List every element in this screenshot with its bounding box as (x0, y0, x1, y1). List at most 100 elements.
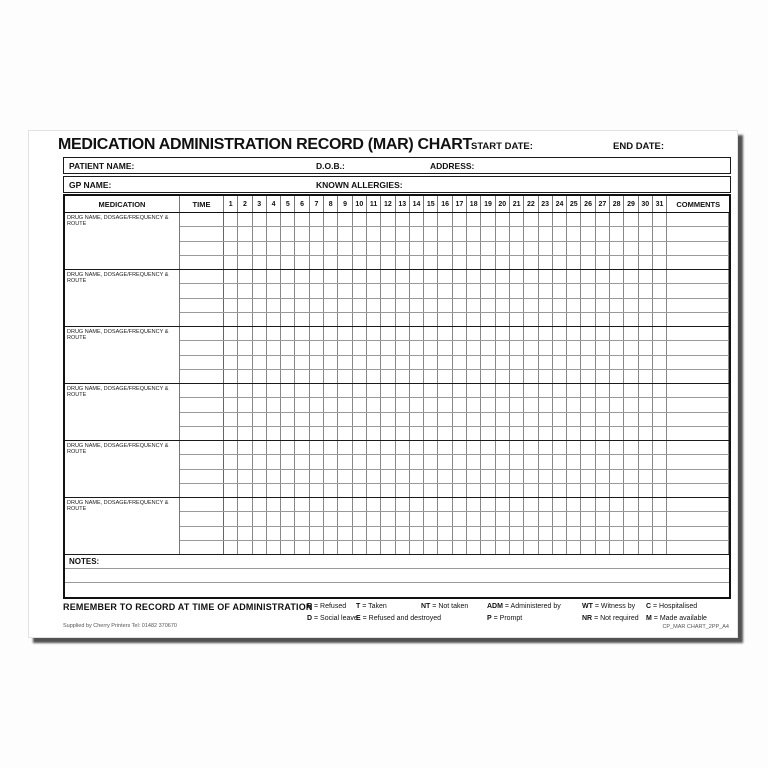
day-cell (367, 312, 382, 326)
day-cell (438, 441, 453, 455)
day-cell (381, 255, 396, 269)
day-cell (567, 298, 582, 312)
day-cell (324, 498, 339, 512)
day-cell (496, 498, 510, 512)
day-cell (410, 469, 425, 483)
day-cell (539, 540, 553, 554)
administration-row (180, 455, 730, 470)
day-cell (610, 284, 625, 298)
day-cell (467, 255, 482, 269)
day-cell (639, 498, 653, 512)
day-cell (596, 540, 611, 554)
day-cell (610, 312, 625, 326)
day-cell (510, 227, 525, 241)
day-cell (453, 412, 468, 426)
day-cell (238, 540, 253, 554)
day-cell (367, 398, 382, 412)
day-column-header: 5 (281, 196, 296, 212)
day-cell (567, 312, 582, 326)
day-cell (467, 327, 482, 341)
day-cell (438, 455, 453, 469)
day-cell (553, 241, 568, 255)
day-cell (596, 426, 611, 440)
day-cell (596, 526, 611, 540)
day-cell (238, 469, 253, 483)
day-cell (481, 498, 496, 512)
day-cell (539, 298, 553, 312)
day-cell (253, 540, 267, 554)
medication-name-cell: DRUG NAME, DOSAGE/FREQUENCY & ROUTE (65, 498, 180, 554)
day-cell (639, 327, 653, 341)
comments-cell (667, 455, 730, 469)
day-cell (253, 270, 267, 284)
day-cell (481, 426, 496, 440)
day-cell (310, 426, 325, 440)
day-cell (581, 455, 596, 469)
day-cell (281, 426, 296, 440)
day-cell (224, 213, 239, 227)
day-cell (253, 327, 267, 341)
administration-row (180, 483, 730, 497)
time-cell (180, 540, 224, 554)
day-cell (424, 441, 439, 455)
day-cell (510, 369, 525, 383)
day-cell (238, 298, 253, 312)
day-cell (624, 540, 639, 554)
day-cell (467, 469, 482, 483)
administration-row (180, 426, 730, 440)
day-column-header: 16 (438, 196, 453, 212)
day-cell (624, 341, 639, 355)
comments-cell (667, 227, 730, 241)
day-cell (467, 483, 482, 497)
day-cell (553, 441, 568, 455)
day-cell (581, 469, 596, 483)
day-cell (567, 384, 582, 398)
day-cell (396, 270, 410, 284)
day-cell (238, 526, 253, 540)
administration-row (180, 341, 730, 356)
day-cell (310, 284, 325, 298)
day-cell (295, 284, 310, 298)
day-cell (367, 298, 382, 312)
day-cell (396, 327, 410, 341)
day-cell (310, 398, 325, 412)
day-cell (539, 455, 553, 469)
day-cell (453, 241, 468, 255)
day-cell (553, 483, 568, 497)
day-cell (524, 298, 539, 312)
day-cell (653, 312, 668, 326)
day-cell (267, 241, 282, 255)
day-cell (253, 469, 267, 483)
day-cell (410, 540, 425, 554)
day-cell (539, 213, 553, 227)
administration-row (180, 469, 730, 484)
day-cell (310, 298, 325, 312)
day-cell (353, 441, 367, 455)
medication-name-cell: DRUG NAME, DOSAGE/FREQUENCY & ROUTE (65, 441, 180, 497)
day-cell (338, 213, 353, 227)
day-cell (238, 327, 253, 341)
legend-item: R = Refused (307, 603, 347, 610)
notes-label-row: NOTES: (65, 555, 729, 569)
day-cell (295, 270, 310, 284)
day-column-header: 1 (224, 196, 239, 212)
day-cell (624, 498, 639, 512)
patient-info-row: PATIENT NAME: D.O.B.: ADDRESS: (63, 157, 731, 174)
day-cell (481, 398, 496, 412)
day-column-header: 12 (381, 196, 396, 212)
day-cell (353, 355, 367, 369)
day-cell (639, 441, 653, 455)
day-cell (324, 540, 339, 554)
day-cell (295, 483, 310, 497)
medication-block-rows (180, 270, 730, 326)
day-cell (639, 469, 653, 483)
day-cell (653, 213, 668, 227)
day-cell (653, 241, 668, 255)
day-cell (467, 241, 482, 255)
day-cell (524, 498, 539, 512)
day-cell (524, 355, 539, 369)
day-cell (567, 369, 582, 383)
day-cell (653, 498, 668, 512)
day-cell (453, 498, 468, 512)
